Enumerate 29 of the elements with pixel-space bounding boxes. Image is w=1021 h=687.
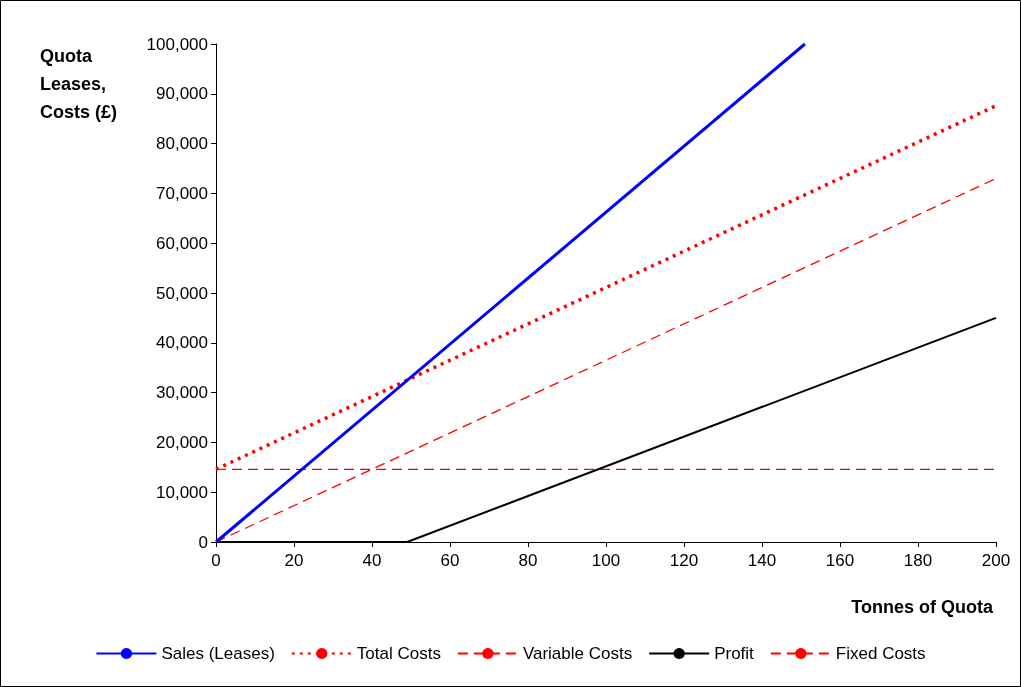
x-tick-label: 160 [825,551,855,570]
x-tick-label: 80 [518,551,538,570]
y-tick-label: 10,000 [156,482,208,502]
x-tick-label: 200 [981,551,1011,570]
y-tick-label: 90,000 [156,84,208,104]
y-tick-label: 30,000 [156,383,208,403]
y-axis-title: Quota Leases, Costs (£) [40,46,118,122]
y-tick-label: 60,000 [156,233,208,253]
x-tick-label: 40 [362,551,382,570]
x-tick-label: 20 [284,551,304,570]
x-tick-label: 60 [440,551,460,570]
legend-label: Fixed Costs [835,644,926,663]
y-tick-label: 20,000 [156,432,208,452]
x-tick-label: 120 [669,551,699,570]
y-tick-label: 50,000 [156,283,208,303]
x-tick-label: 140 [747,551,777,570]
x-tick-label: 180 [903,551,933,570]
y-tick-label: 100,000 [146,34,208,54]
legend-label: Total Costs [356,644,441,663]
x-tick-label: 100 [591,551,621,570]
x-tick-label: 0 [211,551,221,570]
legend-label: Sales (Leases) [161,644,275,663]
legend-label: Profit [714,644,755,663]
y-tick-label: 80,000 [156,134,208,154]
y-tick-label: 40,000 [156,333,208,353]
legend-label: Variable Costs [522,644,633,663]
x-axis-title: Tonnes of Quota [851,597,994,617]
y-tick-label: 70,000 [156,183,208,203]
y-tick-label: 0 [198,532,208,552]
